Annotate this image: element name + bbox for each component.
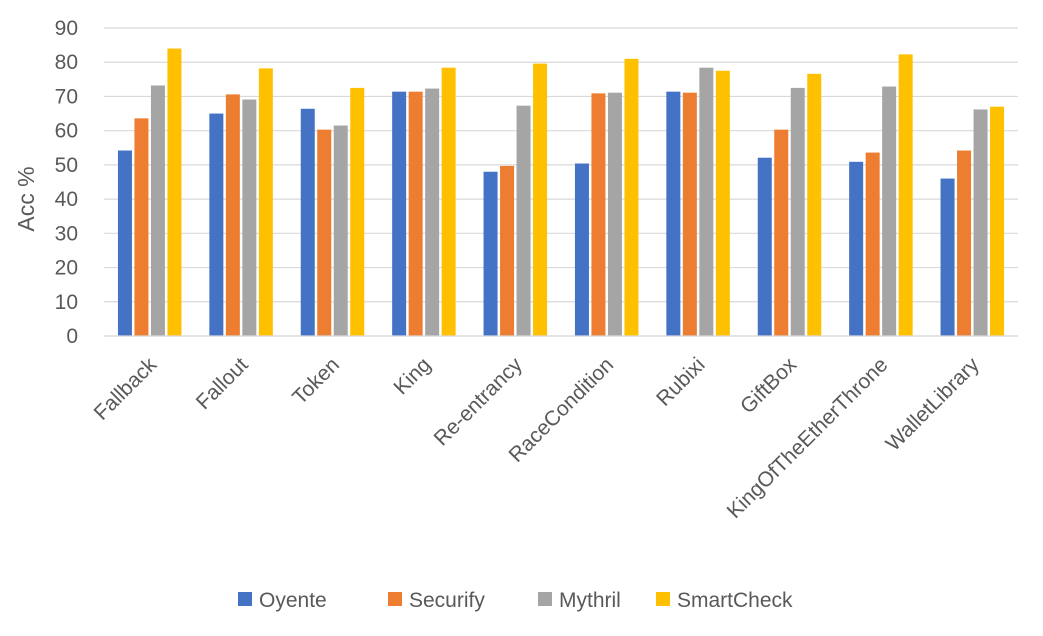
bar-securify-fallout (225, 94, 240, 336)
bar-oyente-racecondition (574, 163, 589, 336)
bar-oyente-re-entrancy (483, 171, 498, 336)
bar-mythril-king (425, 88, 440, 336)
bar-securify-king (408, 91, 423, 336)
x-tick-label: GiftBox (736, 353, 801, 418)
bar-securify-racecondition (591, 93, 606, 336)
y-axis-title: Acc % (13, 166, 39, 231)
x-tick-label: Rubixi (652, 353, 710, 411)
bar-smartcheck-kingoftheetherthrone (898, 54, 913, 337)
bar-securify-re-entrancy (500, 165, 515, 336)
y-tick-label: 90 (55, 17, 78, 40)
bar-mythril-rubixi (699, 67, 714, 336)
bar-smartcheck-fallback (167, 48, 182, 337)
bar-smartcheck-king (441, 67, 456, 336)
legend-swatch-oyente (238, 592, 252, 606)
x-tick-label: Re-entrancy (430, 353, 527, 450)
bar-securify-kingoftheetherthrone (865, 152, 880, 336)
y-tick-label: 30 (55, 222, 78, 245)
bar-mythril-fallout (242, 99, 257, 336)
bar-mythril-walletlibrary (973, 109, 988, 337)
bar-oyente-token (300, 108, 315, 337)
bar-oyente-fallback (117, 150, 132, 336)
bar-securify-fallback (134, 118, 149, 336)
bar-smartcheck-walletlibrary (990, 106, 1005, 336)
bar-smartcheck-giftbox (807, 73, 822, 336)
y-tick-label: 50 (55, 154, 78, 177)
bar-mythril-racecondition (607, 92, 622, 337)
bar-oyente-king (392, 91, 407, 336)
x-tick-label: KingOfTheEtherThrone (723, 353, 893, 523)
y-tick-label: 20 (55, 257, 78, 280)
bar-smartcheck-re-entrancy (533, 63, 548, 336)
x-axis-ticks: Fallback Fallout Token KingRe-entrancyRaceC… (90, 353, 985, 523)
y-tick-label: 80 (55, 51, 78, 74)
bar-oyente-kingoftheetherthrone (849, 161, 864, 336)
x-tick-label: King (389, 353, 435, 399)
legend: Oyente Securify Mythril SmartCheck (238, 589, 793, 612)
legend-label: Securify (409, 589, 485, 612)
bar-oyente-fallout (209, 113, 224, 336)
bar-oyente-giftbox (757, 157, 772, 336)
y-tick-label: 70 (55, 85, 78, 108)
bar-oyente-walletlibrary (940, 178, 955, 336)
legend-swatch-securify (388, 592, 402, 606)
bars (104, 48, 1018, 337)
bar-mythril-re-entrancy (516, 105, 531, 336)
bar-mythril-giftbox (790, 87, 805, 336)
y-axis-ticks: 0 10 20 30 40 50 60 70 80 90 (55, 17, 78, 348)
bar-mythril-fallback (150, 85, 165, 336)
bar-securify-giftbox (774, 129, 789, 336)
bar-smartcheck-token (350, 87, 365, 336)
legend-swatch-smartcheck (656, 592, 670, 606)
y-tick-label: 60 (55, 120, 78, 143)
bar-smartcheck-racecondition (624, 58, 639, 337)
x-tick-label: Fallback (90, 353, 162, 425)
x-tick-label: Fallout (192, 353, 253, 414)
y-tick-label: 10 (55, 291, 78, 314)
y-tick-label: 0 (66, 325, 78, 348)
y-tick-label: 40 (55, 188, 78, 211)
bar-smartcheck-fallout (258, 68, 273, 336)
legend-label: Oyente (259, 589, 327, 612)
bar-oyente-rubixi (666, 91, 681, 336)
bar-securify-walletlibrary (957, 150, 972, 336)
legend-swatch-mythril (538, 592, 552, 606)
x-tick-label: Token (288, 353, 344, 409)
bar-securify-token (317, 129, 332, 336)
bar-securify-rubixi (682, 92, 697, 337)
legend-label: SmartCheck (677, 589, 793, 612)
x-tick-label: WalletLibrary (881, 353, 984, 456)
bar-smartcheck-rubixi (715, 70, 730, 337)
gridlines (104, 27, 1018, 337)
bar-mythril-token (333, 125, 348, 337)
legend-label: Mythril (559, 589, 621, 612)
bar-mythril-kingoftheetherthrone (882, 86, 897, 337)
